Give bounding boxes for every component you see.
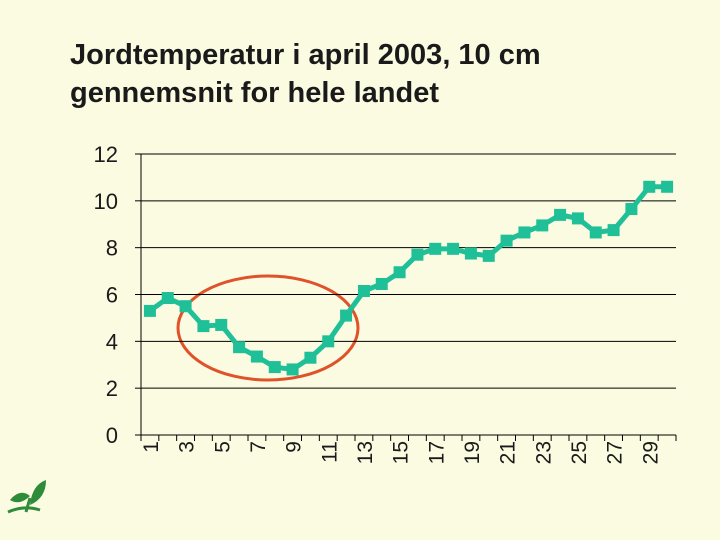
highlight-ellipse — [176, 274, 360, 382]
data-marker — [250, 350, 263, 363]
x-tick-label: 15 — [390, 441, 413, 464]
chart-title: Jordtemperatur i april 2003, 10 cm genne… — [70, 39, 541, 109]
y-tick-label: 12 — [94, 142, 118, 167]
data-marker — [607, 224, 620, 237]
x-tick-label: 27 — [604, 441, 627, 464]
data-marker — [393, 266, 406, 279]
x-tick-label: 17 — [425, 441, 448, 464]
data-marker — [179, 300, 192, 313]
y-tick-label: 0 — [106, 423, 118, 448]
data-marker — [661, 180, 674, 193]
data-marker — [143, 304, 156, 317]
data-marker — [589, 226, 602, 239]
x-tick-label: 21 — [497, 441, 520, 464]
data-marker — [464, 247, 477, 260]
x-tick-label: 19 — [461, 441, 484, 464]
data-marker — [500, 234, 513, 247]
data-marker — [571, 212, 584, 225]
data-marker — [357, 284, 370, 297]
y-tick-label: 6 — [106, 283, 118, 308]
x-tick-label: 9 — [283, 441, 306, 453]
data-marker — [625, 203, 638, 216]
y-tick-label: 2 — [106, 376, 118, 401]
data-marker — [161, 292, 174, 305]
x-tick-label: 25 — [568, 441, 591, 464]
data-marker — [482, 249, 495, 262]
data-marker — [411, 248, 424, 261]
data-marker — [340, 309, 353, 322]
x-tick-label: 7 — [247, 441, 270, 453]
data-marker — [322, 335, 335, 348]
data-marker — [375, 277, 388, 290]
data-marker — [447, 242, 460, 255]
y-tick-label: 4 — [106, 329, 118, 354]
data-marker — [536, 219, 549, 232]
data-marker — [554, 208, 567, 221]
x-tick-label: 23 — [532, 441, 555, 464]
data-marker — [518, 226, 531, 239]
x-tick-label: 29 — [639, 441, 662, 464]
data-marker — [268, 361, 281, 374]
data-marker — [215, 318, 228, 331]
data-marker — [304, 351, 317, 364]
x-tick-label: 13 — [354, 441, 377, 464]
y-tick-label: 8 — [106, 236, 118, 261]
x-tick-label: 3 — [176, 441, 199, 453]
logo — [7, 480, 46, 514]
data-marker — [643, 180, 656, 193]
y-tick-label: 10 — [94, 189, 118, 214]
x-tick-label: 1 — [140, 441, 163, 453]
data-line — [148, 184, 668, 373]
data-marker — [286, 363, 299, 376]
x-tick-label: 5 — [211, 441, 234, 453]
x-tick-label: 11 — [318, 441, 341, 463]
data-marker — [197, 320, 210, 333]
data-marker — [233, 341, 246, 354]
data-marker — [429, 242, 442, 255]
